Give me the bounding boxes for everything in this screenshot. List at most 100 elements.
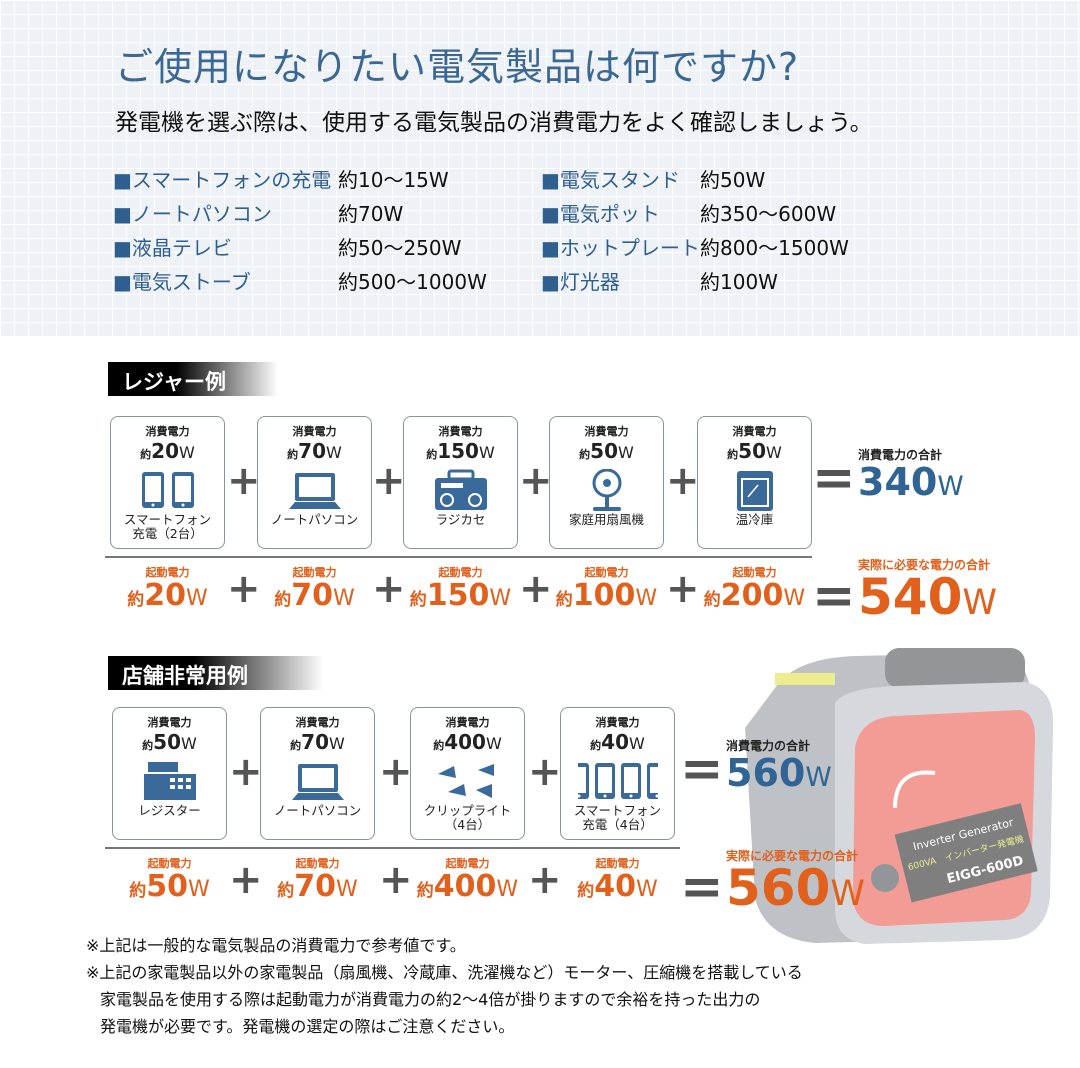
warmer-cooler-icon [736,471,773,511]
consumption-value: 約50W [142,730,197,754]
equals-sign: = [680,857,724,917]
consumption-value: 約150W [426,439,495,463]
startup-power: 起動電力 約200W [697,564,812,616]
startup-value: 約70W [277,869,358,904]
plus-sign: + [519,566,553,612]
appliance-card: 消費電力 約20W スマートフォン 充電（2台） [110,416,225,549]
appliance-wattage: 約100W [700,270,778,294]
startup-label: 起動電力 [732,566,777,579]
consumption-value: 約50W [579,439,634,463]
appliance-card: 消費電力 約40W スマートフォン 充電（4台） [560,707,675,840]
startup-value: 約400W [416,869,519,904]
consumption-value: 約70W [290,730,345,754]
appliance-card: 消費電力 約70W ノートパソコン [257,416,372,549]
startup-power: 起動電力 約70W [257,564,372,616]
plus-sign: + [227,566,261,612]
startup-label: 起動電力 [147,857,192,870]
consumption-label: 消費電力 [145,425,190,438]
leisure-section-tag: レジャー例 [108,362,278,396]
appliance-card: 消費電力 約70W ノートパソコン [260,707,375,840]
appliance-name: ノートパソコン [273,803,362,818]
appliance-name: スマートフォン 充電（2台） [123,512,212,541]
plus-sign: + [666,458,700,504]
appliance-wattage: 約70W [338,202,404,226]
clip-lights-icon [437,764,494,798]
startup-power: 起動電力 約100W [549,564,664,616]
appliance-wattage: 約350～600W [700,202,837,226]
consumption-label: 消費電力 [295,716,340,729]
startup-label: 起動電力 [584,566,629,579]
appliance-name: スマートフォン 充電（4台） [573,803,662,832]
consumption-value: 約70W [287,439,342,463]
actual-power-value: 560W [726,859,865,917]
page-title: ご使用になりたい電気製品は何ですか? [115,45,800,89]
appliance-card: 消費電力 約50W 家庭用扇風機 [549,416,664,549]
divider [105,556,812,558]
appliance-name: ラジカセ [435,512,486,527]
total-consumption-label: 消費電力の合計 [726,739,811,753]
startup-power: 起動電力 約20W [110,564,225,616]
startup-label: 起動電力 [445,857,490,870]
appliance-label: ■灯光器 [541,270,620,294]
startup-power: 起動電力 約50W [112,855,227,907]
startup-value: 約70W [274,578,355,613]
plus-sign: + [379,749,413,795]
laptop-icon [291,764,344,800]
startup-power: 起動電力 約70W [260,855,375,907]
plus-sign: + [229,749,263,795]
radio-cassette-icon [434,469,487,510]
divider [105,847,680,849]
note-line: ※上記は一般的な電気製品の消費電力で参考値です。 [86,936,466,955]
cash-register-icon [143,762,196,800]
appliance-name: レジスター [138,803,201,818]
startup-label: 起動電力 [438,566,483,579]
startup-label: 起動電力 [292,566,337,579]
plus-sign: + [528,749,562,795]
total-consumption-label: 消費電力の合計 [858,448,943,462]
fan-icon [592,469,621,511]
appliance-name: クリップライト （4台） [423,803,512,832]
startup-power: 起動電力 約150W [403,564,518,616]
store-section-tag: 店舗非常用例 [108,656,323,690]
consumption-label: 消費電力 [732,425,777,438]
appliance-name: 家庭用扇風機 [568,512,644,527]
plus-sign: + [372,458,406,504]
appliance-card: 消費電力 約50W レジスター [112,707,227,840]
startup-value: 約40W [577,869,658,904]
appliance-name: ノートパソコン [270,512,359,527]
startup-power: 起動電力 約400W [410,855,525,907]
appliance-card: 消費電力 約150W ラジカセ [403,416,518,549]
appliance-wattage: 約10～15W [338,168,449,192]
plus-sign: + [528,857,562,903]
total-consumption-value: 340W [858,460,964,504]
consumption-label: 消費電力 [147,716,192,729]
consumption-value: 約40W [590,730,645,754]
plus-sign: + [519,458,553,504]
equals-sign: = [812,448,856,508]
actual-power-label: 実際に必要な電力の合計 [726,849,859,863]
appliance-name: 温冷庫 [735,512,774,527]
consumption-value: 約20W [140,439,195,463]
startup-label: 起動電力 [295,857,340,870]
consumption-label: 消費電力 [584,425,629,438]
appliance-card: 消費電力 約50W 温冷庫 [697,416,812,549]
page-subtitle: 発電機を選ぶ際は、使用する電気製品の消費電力をよく確認しましょう。 [115,110,873,136]
appliance-label: ■ホットプレート [541,236,700,260]
plus-sign: + [666,566,700,612]
appliance-wattage: 約50W [700,168,766,192]
startup-value: 約150W [409,578,512,613]
smartphones-icon [141,472,194,508]
smartphones-icon [577,763,658,799]
appliance-card: 消費電力 約400W クリップライト （4台） [410,707,525,840]
plus-sign: + [227,458,261,504]
consumption-label: 消費電力 [292,425,337,438]
startup-value: 約200W [703,578,806,613]
equals-sign: = [680,739,724,799]
startup-power: 起動電力 約40W [560,855,675,907]
equals-sign: = [812,566,856,626]
appliance-wattage: 約800～1500W [700,236,849,260]
plus-sign: + [229,857,263,903]
consumption-label: 消費電力 [595,716,640,729]
appliance-label: ■ノートパソコン [113,202,272,226]
startup-value: 約100W [555,578,658,613]
